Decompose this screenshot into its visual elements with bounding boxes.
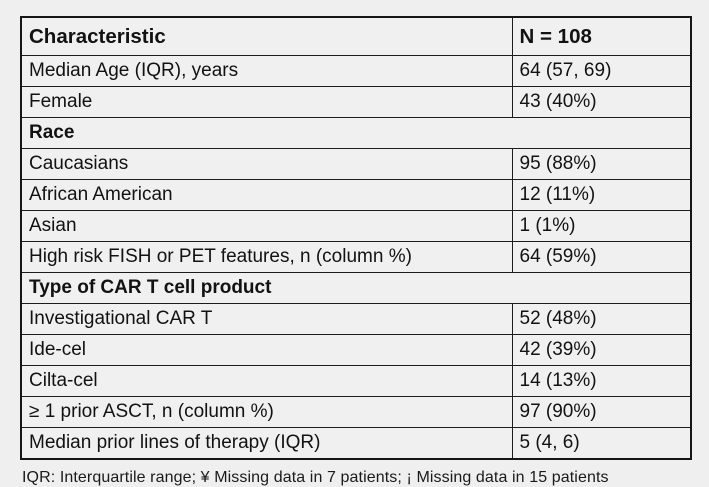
value-cell: 64 (57, 69) [511, 55, 692, 87]
value-cell: 97 (90%) [511, 396, 692, 428]
table-row: African American 12 (11%) [20, 179, 692, 211]
characteristic-cell: Caucasians [20, 148, 513, 180]
value-cell: 1 (1%) [511, 210, 692, 242]
table-row: Ide-cel 42 (39%) [20, 334, 692, 366]
value-cell: 14 (13%) [511, 365, 692, 397]
table-footnote: IQR: Interquartile range; ¥ Missing data… [22, 469, 609, 486]
table-row: Asian 1 (1%) [20, 210, 692, 242]
header-characteristic: Characteristic [20, 16, 513, 56]
table-row: Cilta-cel 14 (13%) [20, 365, 692, 397]
characteristic-cell: Cilta-cel [20, 365, 513, 397]
table-header-row: Characteristic N = 108 [20, 16, 692, 56]
table-row: Caucasians 95 (88%) [20, 148, 692, 180]
table-row: Female 43 (40%) [20, 86, 692, 118]
value-cell: 42 (39%) [511, 334, 692, 366]
table-row: ≥ 1 prior ASCT, n (column %) 97 (90%) [20, 396, 692, 428]
characteristic-cell: Investigational CAR T [20, 303, 513, 335]
table-row: Median prior lines of therapy (IQR) 5 (4,… [20, 427, 692, 460]
characteristic-cell: Ide-cel [20, 334, 513, 366]
value-cell: 52 (48%) [511, 303, 692, 335]
table-row: High risk FISH or PET features, n (colum… [20, 241, 692, 273]
table-body: Median Age (IQR), years 64 (57, 69) Female… [20, 55, 692, 460]
value-cell: 95 (88%) [511, 148, 692, 180]
table-row: Investigational CAR T 52 (48%) [20, 303, 692, 335]
characteristic-cell: Asian [20, 210, 513, 242]
value-cell: 43 (40%) [511, 86, 692, 118]
characteristic-cell: ≥ 1 prior ASCT, n (column %) [20, 396, 513, 428]
table-row: Median Age (IQR), years 64 (57, 69) [20, 55, 692, 87]
characteristic-cell: African American [20, 179, 513, 211]
section-header-cell: Type of CAR T cell product [20, 272, 692, 304]
value-cell: 5 (4, 6) [511, 427, 692, 460]
value-cell: 12 (11%) [511, 179, 692, 211]
section-row: Type of CAR T cell product [20, 272, 692, 304]
characteristic-cell: Median prior lines of therapy (IQR) [20, 427, 513, 460]
section-row: Race [20, 117, 692, 149]
header-n-total: N = 108 [511, 16, 692, 56]
characteristic-cell: Median Age (IQR), years [20, 55, 513, 87]
characteristic-cell: Female [20, 86, 513, 118]
value-cell: 64 (59%) [511, 241, 692, 273]
characteristic-cell: High risk FISH or PET features, n (colum… [20, 241, 513, 273]
patient-characteristics-table: Characteristic N = 108 Median Age (IQR),… [20, 16, 692, 460]
section-header-cell: Race [20, 117, 692, 149]
